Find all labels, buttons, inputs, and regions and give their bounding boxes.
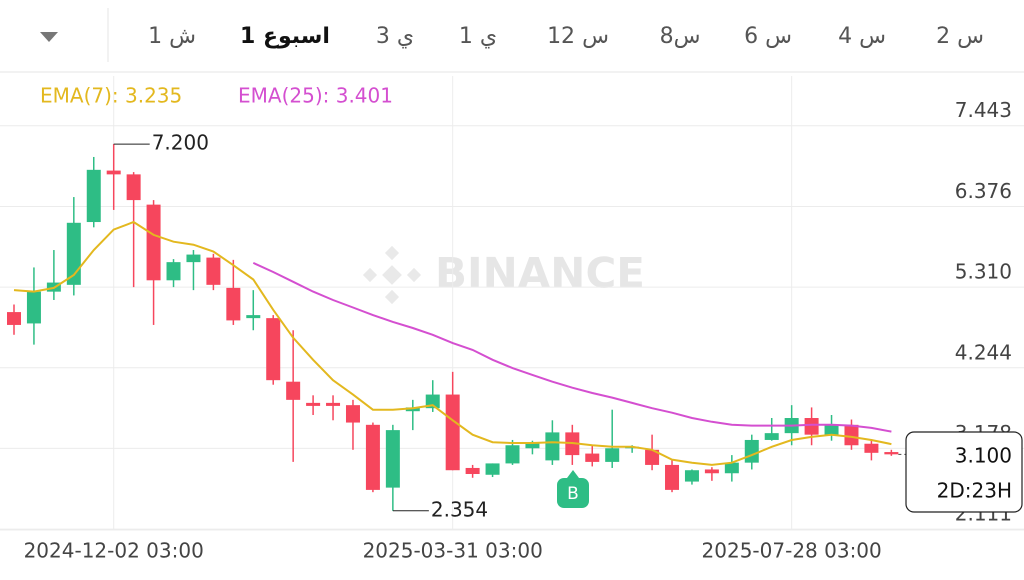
ema-line <box>252 261 892 433</box>
watermark-logo <box>362 245 422 305</box>
countdown-label: 2D:23H <box>937 479 1012 503</box>
y-tick-label: 4.244 <box>955 340 1012 364</box>
candle-body <box>605 448 620 462</box>
candle-body <box>864 443 879 453</box>
candle-body <box>365 424 380 490</box>
candle-body <box>545 432 560 461</box>
timeframe-tab[interactable]: 8س <box>660 24 701 49</box>
candle-body <box>106 170 121 175</box>
timeframe-tab[interactable]: 6 س <box>744 24 792 49</box>
timeframe-tab[interactable]: 1 ي <box>459 24 497 49</box>
candle-body <box>884 452 899 455</box>
candle-body <box>26 291 41 324</box>
candle-body <box>485 463 500 475</box>
timeframe-tab[interactable]: 12 س <box>547 24 609 49</box>
candle-body <box>704 469 719 474</box>
candle-body <box>126 174 141 201</box>
candle-body <box>525 442 540 449</box>
candle-body <box>824 424 839 435</box>
candle-body <box>665 464 680 490</box>
watermark: BINANCE <box>362 245 645 305</box>
candle-body <box>206 257 221 285</box>
ema-line <box>13 220 892 466</box>
trade-marker[interactable] <box>557 478 589 508</box>
candle-body <box>585 453 600 462</box>
candle-body <box>405 407 420 412</box>
candle-body <box>684 470 699 482</box>
candle-body <box>804 418 819 435</box>
dropdown-arrow[interactable] <box>40 32 58 42</box>
candle-body <box>306 402 321 406</box>
candle-body <box>7 312 21 325</box>
timeframe-tab[interactable]: 2 س <box>936 24 984 49</box>
candle-body <box>286 381 301 400</box>
candle-body <box>166 262 181 281</box>
candle-body <box>146 204 161 281</box>
candle-body <box>246 315 261 319</box>
candle-body <box>724 462 739 474</box>
watermark-text: BINANCE <box>435 249 645 298</box>
candle-body <box>226 287 241 321</box>
legend-entry: EMA(25): 3.401 <box>238 84 393 108</box>
y-tick-label: 5.310 <box>955 260 1012 284</box>
candle-body <box>326 402 341 406</box>
trade-marker-pointer <box>567 470 579 478</box>
timeframe-tab[interactable]: 4 س <box>838 24 886 49</box>
candle-body <box>385 430 400 488</box>
candle-body <box>645 449 660 465</box>
x-tick-label: 2025-07-28 03:00 <box>702 539 882 563</box>
x-tick-label: 2024-12-02 03:00 <box>24 539 204 563</box>
y-tick-label: 6.376 <box>955 179 1012 203</box>
x-tick-label: 2025-03-31 03:00 <box>363 539 543 563</box>
low-label: 2.354 <box>431 497 488 521</box>
candle-body <box>465 467 480 475</box>
candle-body <box>445 394 460 471</box>
candle-body <box>345 405 360 423</box>
timeframe-tab[interactable]: 3 ي <box>376 24 414 49</box>
last-price-box <box>905 431 1023 513</box>
trade-marker-label: B <box>567 484 579 504</box>
last-price-label: 3.100 <box>955 444 1012 468</box>
candle-body <box>744 439 759 463</box>
high-label: 7.200 <box>152 131 209 155</box>
timeframe-tab[interactable]: 1 اسبوع <box>240 24 330 49</box>
y-tick-label: 7.443 <box>955 98 1012 122</box>
candle-body <box>844 424 859 446</box>
candle-body <box>764 433 779 440</box>
candle-body <box>505 445 520 464</box>
candle-body <box>86 169 101 223</box>
candle-body <box>186 254 201 263</box>
timeframe-tab[interactable]: 1 ش <box>148 24 196 49</box>
legend-entry: EMA(7): 3.235 <box>40 84 182 108</box>
candle-body <box>266 318 281 381</box>
